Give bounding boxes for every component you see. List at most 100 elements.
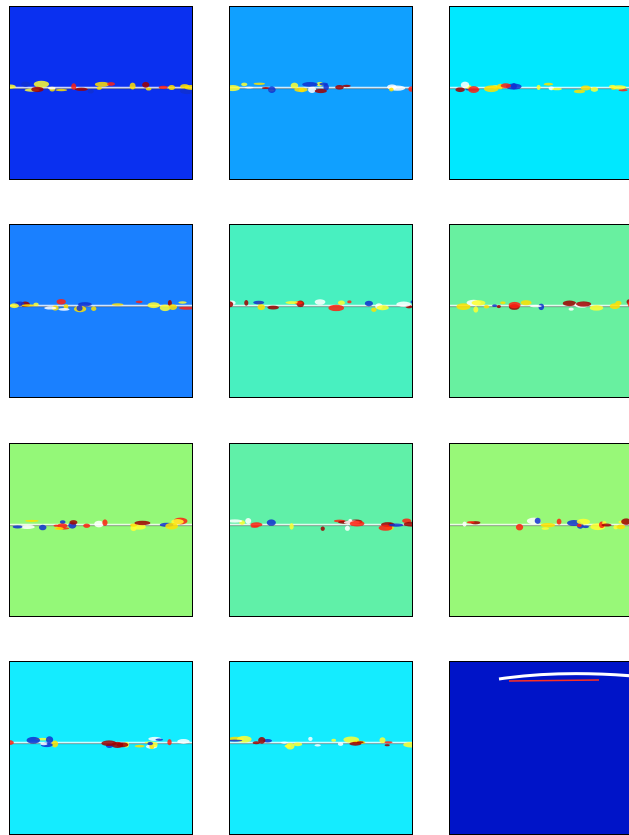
stripe-blob — [63, 304, 69, 310]
panel-border — [229, 443, 413, 617]
stripe-blob — [33, 80, 50, 88]
panel-background — [9, 443, 193, 617]
stripe-blob — [601, 523, 612, 527]
stripe-blob — [107, 82, 115, 86]
stripe — [449, 299, 629, 313]
stripe-blob — [621, 518, 629, 525]
panel — [9, 443, 193, 617]
stripe-blob — [237, 735, 252, 743]
stripe-blob — [244, 299, 249, 306]
stripe-blob — [266, 519, 276, 526]
stripe-blob — [178, 301, 187, 304]
panel-background — [449, 6, 629, 180]
stripe-blob — [258, 736, 266, 744]
stripe-blob — [31, 86, 44, 93]
stripe-blob — [184, 84, 193, 90]
stripe-blob — [378, 524, 393, 531]
stripe — [9, 298, 193, 313]
stripe-blob — [9, 84, 16, 89]
panel-background — [9, 224, 193, 398]
stripe-blob — [468, 86, 480, 93]
panel-border — [229, 224, 413, 398]
stripe-blob — [496, 304, 501, 309]
stripe — [229, 299, 413, 312]
stripe-blob — [337, 300, 345, 305]
stripe-blob — [342, 84, 351, 88]
stripe-blob — [403, 521, 413, 527]
stripe-blob — [500, 83, 511, 89]
stripe-blob — [384, 744, 390, 747]
stripe-blob — [536, 84, 541, 90]
stripe-blob — [129, 82, 136, 90]
stripe-blob — [159, 304, 171, 312]
stripe-blob — [529, 304, 542, 308]
stripe-blob — [568, 307, 574, 311]
panel — [449, 443, 629, 617]
stripe-blob — [71, 83, 77, 90]
stripe-blob — [44, 306, 57, 310]
stripe-blob — [460, 81, 470, 89]
stripe-blob — [245, 517, 252, 524]
stripe-blob — [253, 300, 265, 305]
stripe-blob — [396, 301, 411, 307]
stripe-blob — [298, 88, 305, 93]
panel-border — [9, 443, 193, 617]
stripe-blob — [147, 741, 154, 746]
stripe-blob — [576, 518, 591, 525]
panel-border — [9, 224, 193, 398]
stripe-blob — [379, 737, 386, 744]
stripe-blob — [314, 88, 327, 94]
stripe-blob — [78, 302, 92, 307]
stripe-blob — [280, 741, 289, 744]
stripe-blob — [145, 87, 152, 91]
stripe-blob — [335, 84, 344, 90]
stripe-blob — [168, 304, 178, 311]
stripe — [449, 81, 629, 94]
stripe-blob — [580, 85, 591, 91]
stripe-blob — [21, 304, 35, 307]
stripe-blob — [466, 521, 475, 524]
stripe-blob — [268, 86, 276, 93]
stripe-blob — [389, 87, 394, 92]
stripe-blob — [167, 739, 172, 746]
stripe-blob — [45, 736, 54, 744]
panel-background — [449, 443, 629, 617]
stripe-blob — [9, 740, 14, 746]
stripe-blob — [608, 84, 616, 89]
panel — [229, 224, 413, 398]
stripe-blob — [349, 520, 365, 527]
stripe-blob — [19, 525, 35, 530]
stripe-blob — [26, 736, 41, 744]
stripe-blob — [21, 81, 31, 87]
stripe-blob — [155, 738, 164, 741]
stripe-blob — [408, 86, 413, 92]
stripe-blob — [323, 83, 329, 91]
panel-background — [9, 6, 193, 180]
stripe-blob — [473, 306, 479, 313]
stripe-blob — [302, 81, 318, 87]
stripe-blob — [168, 85, 176, 91]
stripe-blob — [40, 742, 48, 746]
stripe-blob — [308, 86, 317, 94]
panel — [229, 661, 413, 835]
stripe-blob — [130, 523, 137, 527]
stripe-blob — [83, 523, 91, 528]
stripe-blob — [543, 82, 554, 86]
stripe-blob — [250, 525, 259, 528]
stripe-blob — [615, 300, 622, 306]
stripe-blob — [179, 306, 193, 310]
stripe-blob — [33, 302, 39, 307]
stripe-blob — [12, 525, 23, 529]
panel — [449, 661, 629, 835]
stripe-blob — [229, 301, 234, 308]
panel — [229, 443, 413, 617]
stripe-blob — [551, 87, 562, 91]
stripe-blob — [94, 81, 110, 87]
stripe-blob — [320, 526, 325, 531]
stripe-blob — [556, 518, 562, 525]
stripe-blob — [142, 81, 150, 88]
panel-border — [9, 6, 193, 180]
stripe-blob — [590, 86, 599, 92]
stripe-blob — [456, 303, 471, 310]
